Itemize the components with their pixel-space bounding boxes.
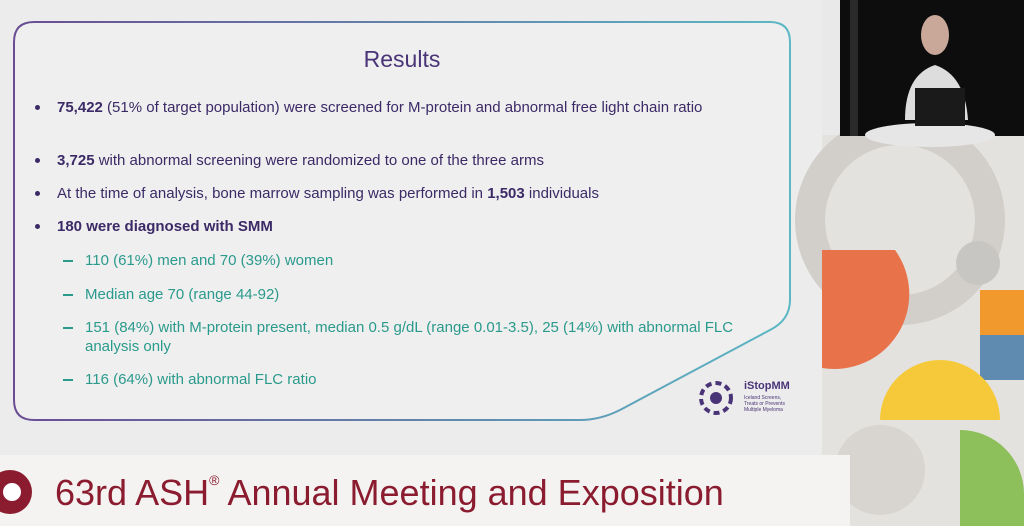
logo-tagline: Iceland Screens, Treats or Prevents Mult… bbox=[744, 395, 785, 413]
sub-bullet: 110 (61%) men and 70 (39%) women bbox=[63, 251, 745, 270]
sub-bullet: 151 (84%) with M-protein present, median… bbox=[63, 318, 745, 356]
bullet-text: individuals bbox=[524, 185, 599, 202]
banner bbox=[0, 455, 850, 526]
bullet: 3,725 with abnormal screening were rando… bbox=[35, 151, 757, 170]
bullet: 180 were diagnosed with SMM bbox=[35, 217, 757, 236]
bullet-text: At the time of analysis, bone marrow sam… bbox=[57, 185, 488, 202]
logo-name: iStopMM bbox=[744, 380, 790, 392]
bullet-text: 3,725 bbox=[57, 152, 95, 169]
bullet-text: 180 were diagnosed with SMM bbox=[57, 218, 273, 235]
bullet: 75,422 (51% of target population) were s… bbox=[35, 98, 757, 117]
sub-bullet: Median age 70 (range 44-92) bbox=[63, 285, 745, 304]
bullet-text: 75,422 bbox=[57, 99, 103, 116]
bullet-text: 1,503 bbox=[487, 185, 525, 202]
banner-rest: Annual Meeting and Exposition bbox=[219, 472, 724, 513]
banner-title: 63rd ASH® Annual Meeting and Exposition bbox=[55, 472, 724, 514]
bullet-text: with abnormal screening were randomized … bbox=[94, 152, 544, 169]
bullet: At the time of analysis, bone marrow sam… bbox=[35, 184, 757, 203]
society-logo bbox=[0, 470, 32, 514]
sub-bullet: 116 (64%) with abnormal FLC ratio bbox=[63, 370, 745, 389]
slide-title: Results bbox=[363, 46, 441, 72]
banner-lead: 63rd ASH bbox=[55, 472, 210, 513]
bullet-text: (51% of target population) were screened… bbox=[102, 99, 703, 116]
banner-mark: ® bbox=[209, 472, 220, 488]
